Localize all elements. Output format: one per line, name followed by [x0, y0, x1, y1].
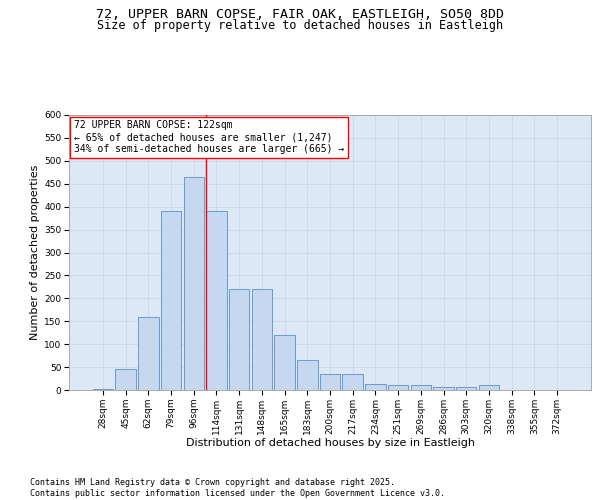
Bar — [320, 374, 340, 390]
Bar — [229, 289, 250, 390]
Bar — [93, 389, 113, 390]
Bar — [297, 360, 317, 390]
Bar — [365, 384, 386, 390]
Text: 72, UPPER BARN COPSE, FAIR OAK, EASTLEIGH, SO50 8DD: 72, UPPER BARN COPSE, FAIR OAK, EASTLEIG… — [96, 8, 504, 20]
Bar — [479, 386, 499, 390]
Text: Size of property relative to detached houses in Eastleigh: Size of property relative to detached ho… — [97, 19, 503, 32]
Bar — [115, 370, 136, 390]
Bar — [343, 374, 363, 390]
X-axis label: Distribution of detached houses by size in Eastleigh: Distribution of detached houses by size … — [185, 438, 475, 448]
Text: Contains HM Land Registry data © Crown copyright and database right 2025.
Contai: Contains HM Land Registry data © Crown c… — [30, 478, 445, 498]
Bar — [433, 387, 454, 390]
Bar — [206, 211, 227, 390]
Bar — [184, 177, 204, 390]
Bar — [388, 384, 409, 390]
Bar — [251, 289, 272, 390]
Bar — [161, 211, 181, 390]
Bar — [410, 386, 431, 390]
Bar — [138, 316, 158, 390]
Bar — [274, 335, 295, 390]
Y-axis label: Number of detached properties: Number of detached properties — [30, 165, 40, 340]
Text: 72 UPPER BARN COPSE: 122sqm
← 65% of detached houses are smaller (1,247)
34% of : 72 UPPER BARN COPSE: 122sqm ← 65% of det… — [74, 120, 344, 154]
Bar — [456, 387, 476, 390]
